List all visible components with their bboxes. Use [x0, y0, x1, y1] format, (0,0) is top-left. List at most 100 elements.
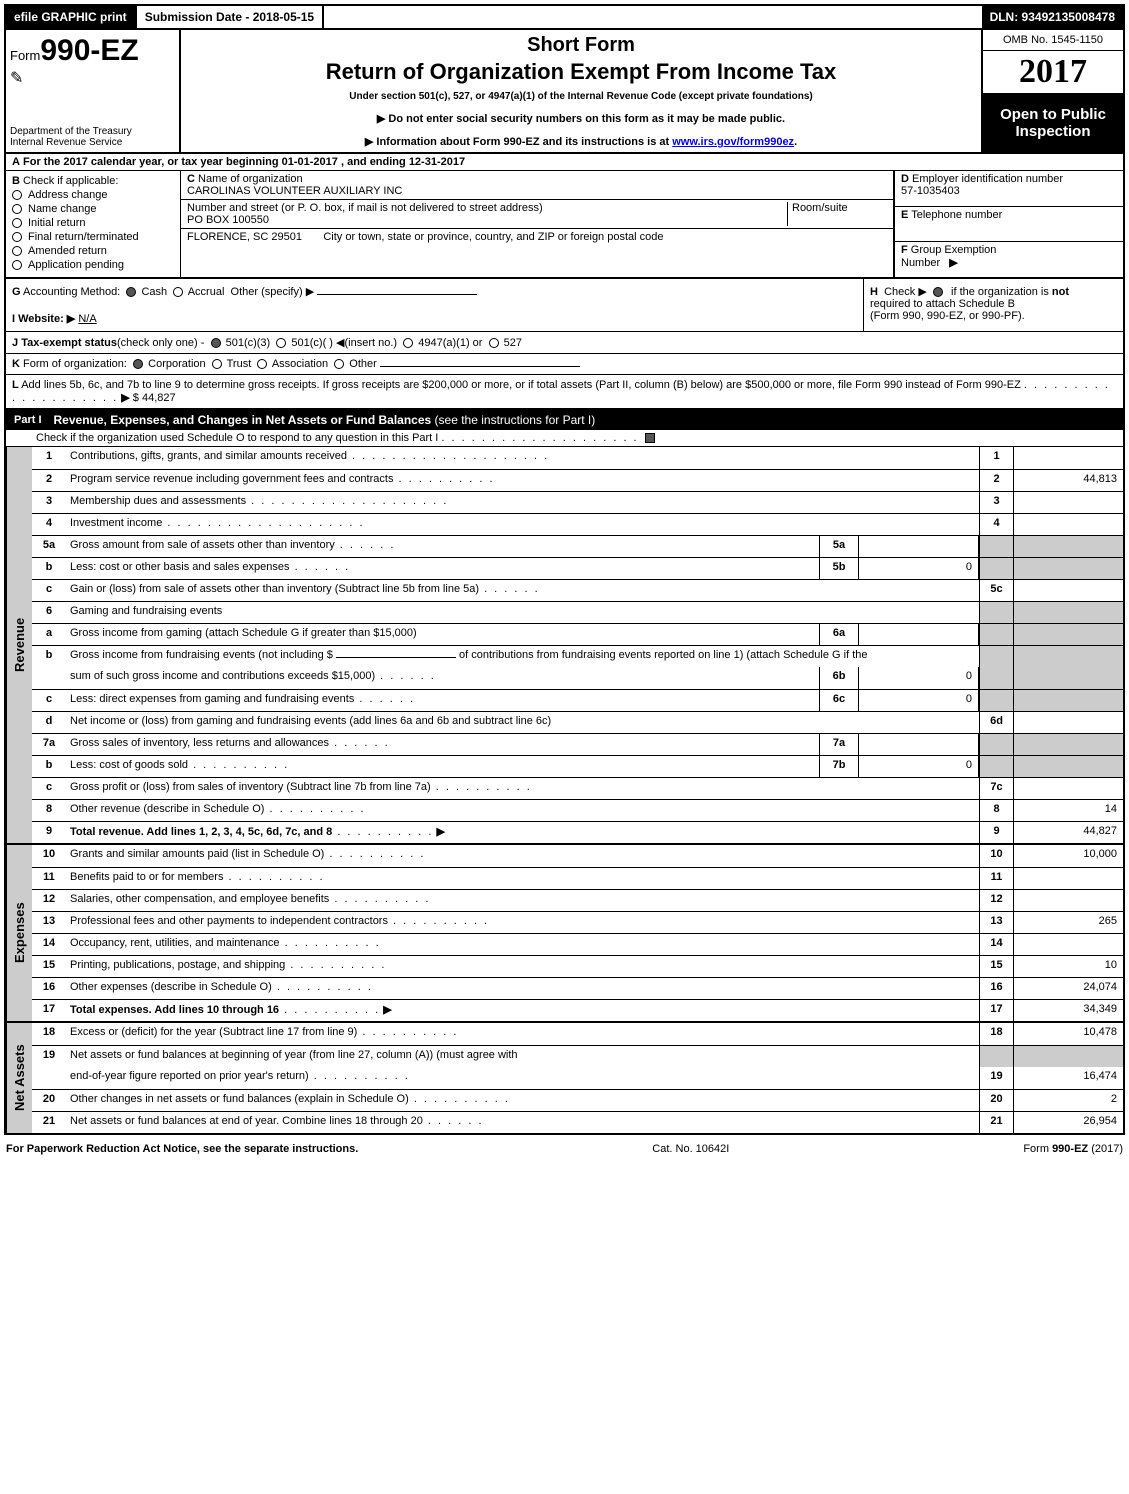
line-text: Gross income from fundraising events (no…: [70, 649, 336, 661]
dept-irs: Internal Revenue Service: [10, 137, 175, 148]
line-rnum: 18: [979, 1023, 1013, 1045]
expenses-block: Expenses 10 Grants and similar amounts p…: [6, 843, 1123, 1021]
line-rval: [1013, 690, 1123, 711]
revenue-lines: 1 Contributions, gifts, grants, and simi…: [32, 447, 1123, 843]
dots: [388, 915, 489, 927]
line-text: Gross sales of inventory, less returns a…: [70, 737, 329, 749]
open-line2: Inspection: [985, 123, 1121, 140]
footer-right-post: (2017): [1088, 1143, 1123, 1155]
line-rnum: [979, 536, 1013, 557]
j-insert: ◀(insert no.): [336, 337, 397, 349]
line-rval: [1013, 602, 1123, 623]
h-check-icon[interactable]: [933, 287, 943, 297]
c-city-cell: FLORENCE, SC 29501 City or town, state o…: [181, 229, 893, 245]
b-title: Check if applicable:: [23, 175, 118, 187]
title-return: Return of Organization Exempt From Incom…: [189, 59, 973, 85]
line-text: Net assets or fund balances at end of ye…: [70, 1115, 423, 1127]
radio-corp-icon[interactable]: [133, 359, 143, 369]
dots: [431, 781, 532, 793]
chk-address-change[interactable]: Address change: [12, 189, 174, 201]
chk-initial-return[interactable]: Initial return: [12, 217, 174, 229]
line-rval: [1013, 868, 1123, 889]
c-addr-cell: Number and street (or P. O. box, if mail…: [181, 200, 893, 229]
j-4947: 4947(a)(1) or: [418, 337, 482, 349]
g-other-input[interactable]: [317, 294, 477, 295]
line-1: 1 Contributions, gifts, grants, and simi…: [32, 447, 1123, 469]
line-rnum: [979, 646, 1013, 667]
line-text: Printing, publications, postage, and shi…: [70, 959, 285, 971]
line-text: Less: cost or other basis and sales expe…: [70, 561, 290, 573]
dots: [354, 693, 415, 705]
dots: [290, 561, 351, 573]
form-number: Form990-EZ: [10, 34, 175, 68]
line-num: 11: [32, 868, 66, 889]
form-container: efile GRAPHIC print Submission Date - 20…: [4, 4, 1125, 1135]
line-14: 14 Occupancy, rent, utilities, and maint…: [32, 933, 1123, 955]
h-line2: required to attach Schedule B: [870, 298, 1015, 310]
section-d-e-f: D Employer identification number 57-1035…: [893, 171, 1123, 277]
radio-527-icon[interactable]: [489, 338, 499, 348]
side-net-assets: Net Assets: [6, 1023, 32, 1133]
line-num: 19: [32, 1046, 66, 1067]
revenue-block: Revenue 1 Contributions, gifts, grants, …: [6, 446, 1123, 843]
radio-501c-icon[interactable]: [276, 338, 286, 348]
radio-other-icon[interactable]: [334, 359, 344, 369]
line-desc: Investment income: [66, 514, 979, 535]
line-num: [32, 667, 66, 689]
label-c: C: [187, 173, 195, 185]
line-rnum: 16: [979, 978, 1013, 999]
line-6b-1: b Gross income from fundraising events (…: [32, 645, 1123, 667]
line-num: 4: [32, 514, 66, 535]
line-midval: 0: [859, 690, 979, 711]
g-text: Accounting Method:: [23, 286, 120, 298]
line-text: Other changes in net assets or fund bala…: [70, 1093, 409, 1105]
line-rval: [1013, 890, 1123, 911]
line-rnum: 12: [979, 890, 1013, 911]
radio-trust-icon[interactable]: [212, 359, 222, 369]
line-midval: [859, 624, 979, 645]
k-other-input[interactable]: [380, 366, 580, 367]
line-desc: Grants and similar amounts paid (list in…: [66, 845, 979, 867]
dots: [162, 517, 364, 529]
arrow2-post: .: [794, 136, 797, 148]
line-num: 13: [32, 912, 66, 933]
dots: [279, 1004, 380, 1016]
line-num: a: [32, 624, 66, 645]
line-rval: [1013, 756, 1123, 777]
side-revenue: Revenue: [6, 447, 32, 843]
f-hdr2: Number: [901, 257, 940, 269]
irs-link[interactable]: www.irs.gov/form990ez: [672, 136, 794, 148]
line-num: 16: [32, 978, 66, 999]
radio-assoc-icon[interactable]: [257, 359, 267, 369]
schedule-o-check-icon[interactable]: [645, 433, 655, 443]
c-city-hdr: City or town, state or province, country…: [323, 231, 663, 243]
org-address: PO BOX 100550: [187, 214, 269, 226]
line-text: Grants and similar amounts paid (list in…: [70, 848, 324, 860]
line-desc: Total expenses. Add lines 10 through 16 …: [66, 1000, 979, 1021]
c-name-cell: C Name of organization CAROLINAS VOLUNTE…: [181, 171, 893, 200]
line-rval: [1013, 646, 1123, 667]
radio-cash-icon[interactable]: [126, 287, 136, 297]
line-rnum: 1: [979, 447, 1013, 469]
chk-final-return[interactable]: Final return/terminated: [12, 231, 174, 243]
line-text: Salaries, other compensation, and employ…: [70, 893, 329, 905]
chk-name-change[interactable]: Name change: [12, 203, 174, 215]
radio-501c3-icon[interactable]: [211, 338, 221, 348]
line-desc: Contributions, gifts, grants, and simila…: [66, 447, 979, 469]
line-rnum: 8: [979, 800, 1013, 821]
line-midbox: 6b: [819, 667, 859, 689]
l6b-amount-input[interactable]: [336, 657, 456, 658]
line-text2: of contributions from fundraising events…: [459, 649, 867, 661]
chk-application-pending[interactable]: Application pending: [12, 259, 174, 271]
website-value: N/A: [78, 313, 96, 325]
line-rnum: [979, 734, 1013, 755]
line-desc: Gross income from fundraising events (no…: [66, 646, 979, 667]
line-rnum: 21: [979, 1112, 1013, 1133]
radio-accrual-icon[interactable]: [173, 287, 183, 297]
chk-amended-return[interactable]: Amended return: [12, 245, 174, 257]
line-num: c: [32, 580, 66, 601]
dots: [423, 1115, 484, 1127]
part-i-title-wrap: Revenue, Expenses, and Changes in Net As…: [54, 413, 596, 427]
line-12: 12 Salaries, other compensation, and emp…: [32, 889, 1123, 911]
radio-4947-icon[interactable]: [403, 338, 413, 348]
